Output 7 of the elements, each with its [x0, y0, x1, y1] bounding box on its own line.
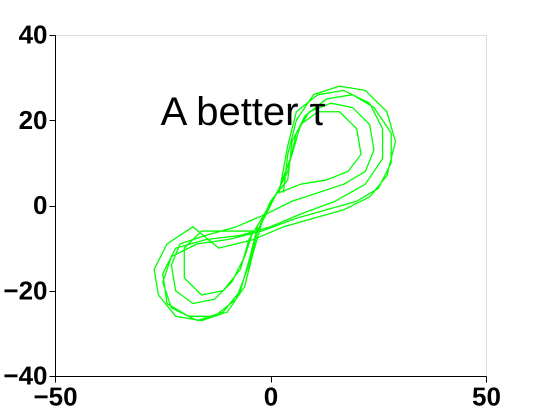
- x-tick-label: 0: [264, 382, 278, 412]
- line-series: [153, 86, 396, 322]
- y-tick-label: 20: [18, 104, 48, 135]
- x-tick-label: 50: [472, 382, 501, 412]
- y-tick-label: 0: [33, 190, 48, 220]
- y-tick-label: −20: [3, 275, 48, 306]
- y-tick-label: 40: [18, 20, 48, 50]
